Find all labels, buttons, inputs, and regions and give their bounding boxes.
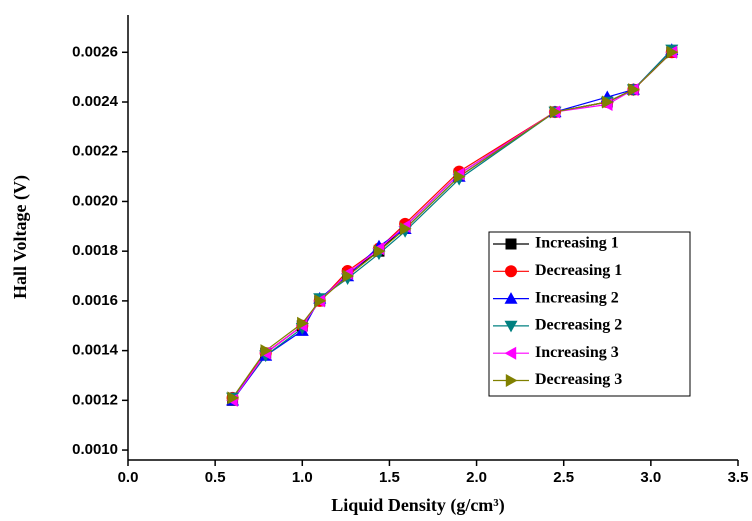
- x-tick-label: 0.0: [118, 469, 139, 486]
- marker: [297, 316, 309, 330]
- marker: [504, 346, 517, 360]
- marker: [399, 222, 412, 236]
- legend-label: Decreasing 2: [535, 317, 622, 334]
- marker: [505, 374, 518, 387]
- legend-label: Decreasing 3: [535, 371, 622, 388]
- marker: [453, 170, 466, 184]
- y-tick-label: 0.0018: [72, 242, 118, 259]
- y-tick-label: 0.0020: [72, 192, 118, 209]
- marker: [505, 265, 517, 278]
- y-tick-label: 0.0024: [72, 93, 119, 110]
- marker: [504, 292, 518, 304]
- marker: [628, 83, 640, 97]
- y-tick-label: 0.0016: [72, 292, 118, 309]
- y-axis-title: Hall Voltage (V): [10, 175, 31, 299]
- x-tick-label: 2.5: [553, 469, 574, 486]
- legend-entry: Increasing 3: [493, 344, 619, 361]
- marker: [227, 391, 240, 405]
- x-tick-label: 1.0: [292, 469, 313, 486]
- marker: [260, 344, 273, 358]
- y-tick-label: 0.0014: [72, 342, 119, 359]
- x-tick-label: 2.0: [466, 469, 487, 486]
- marker: [505, 238, 517, 250]
- x-tick-label: 3.0: [640, 469, 661, 486]
- legend-entry: Increasing 2: [493, 289, 619, 306]
- legend-entry: Decreasing 3: [493, 371, 622, 388]
- y-tick-label: 0.0012: [72, 391, 118, 408]
- legend-box: [488, 231, 691, 397]
- marker: [666, 45, 679, 59]
- legend-label: Decreasing 1: [535, 262, 622, 279]
- marker: [314, 294, 327, 308]
- marker: [549, 105, 562, 119]
- x-tick-label: 0.5: [205, 469, 226, 486]
- marker: [602, 95, 614, 109]
- y-tick-label: 0.0022: [72, 143, 118, 160]
- marker: [342, 269, 355, 283]
- y-tick-label: 0.0026: [72, 43, 118, 60]
- x-tick-label: 3.5: [728, 469, 749, 486]
- x-axis-title: Liquid Density (g/cm³): [331, 495, 504, 516]
- legend-label: Increasing 3: [535, 344, 619, 361]
- y-tick-label: 0.0010: [72, 441, 118, 458]
- legend-entry: Decreasing 2: [493, 317, 622, 334]
- x-tick-label: 1.5: [379, 469, 400, 486]
- legend-entry: Decreasing 1: [493, 262, 622, 279]
- marker: [504, 320, 518, 333]
- marker: [373, 244, 386, 258]
- legend-label: Increasing 2: [535, 289, 619, 306]
- legend-entry: Increasing 1: [493, 235, 619, 252]
- legend-label: Increasing 1: [535, 235, 619, 252]
